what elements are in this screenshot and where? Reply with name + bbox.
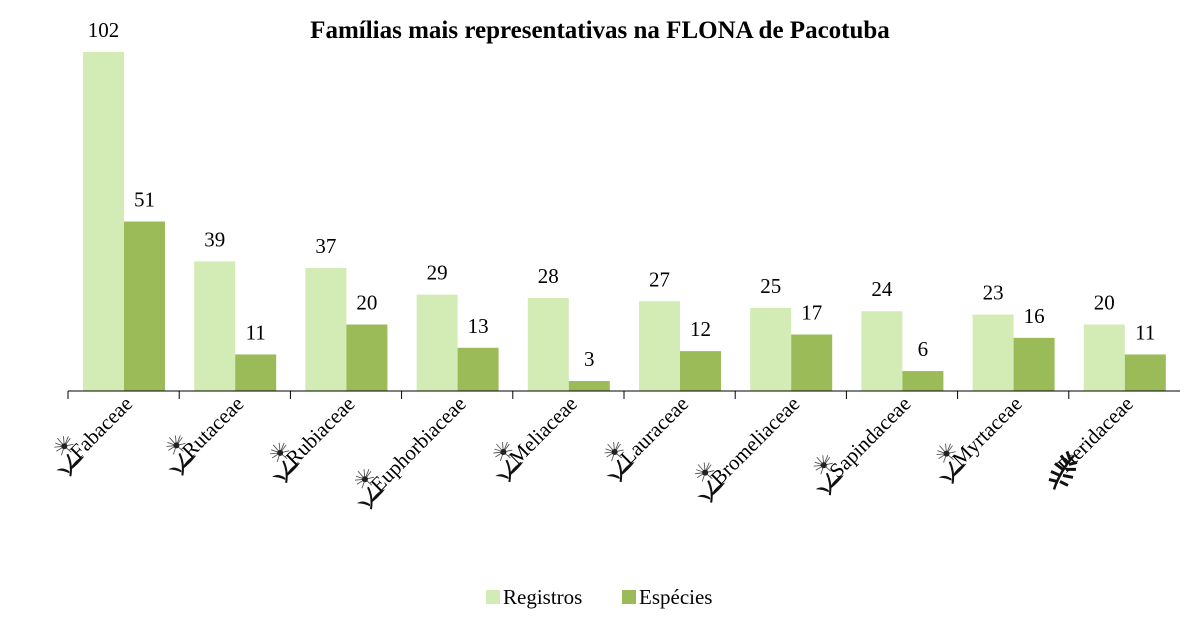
bar-espécies-pteridaceae <box>1124 354 1166 391</box>
x-tick-label: Sapindaceae <box>824 392 915 483</box>
bar-registros-fabaceae <box>83 52 124 391</box>
x-tick-label: Fabaceae <box>65 392 137 464</box>
data-label: 51 <box>134 188 155 212</box>
bar-registros-pteridaceae <box>1083 324 1125 391</box>
data-label: 12 <box>690 317 711 341</box>
bar-espécies-fabaceae <box>124 221 165 391</box>
bar-registros-rubiaceae <box>305 268 347 391</box>
bar-registros-rutaceae <box>194 261 236 391</box>
data-label: 27 <box>649 267 670 291</box>
bar-espécies-bromeliaceae <box>791 334 833 391</box>
bar-registros-bromeliaceae <box>750 307 792 391</box>
bar-registros-lauraceae <box>639 301 680 391</box>
bar-espécies-euphorbiaceae <box>457 347 499 391</box>
data-label: 6 <box>918 337 929 361</box>
data-label: 28 <box>538 264 559 288</box>
data-label: 11 <box>246 320 266 344</box>
data-label: 24 <box>871 277 893 301</box>
data-label: 20 <box>1094 291 1115 315</box>
x-tick-label: Myrtaceae <box>947 392 1027 472</box>
chart-title: Famílias mais representativas na FLONA d… <box>310 17 890 44</box>
x-tick-label: Bromeliaceae <box>706 392 805 491</box>
x-tick-label: Lauraceae <box>615 392 693 470</box>
bar-espécies-lauraceae <box>680 351 721 391</box>
data-label: 102 <box>88 18 120 42</box>
bar-espécies-rutaceae <box>235 354 277 391</box>
x-tick-label: Meliaceae <box>504 392 582 470</box>
data-label: 16 <box>1024 304 1045 328</box>
data-label: 39 <box>204 227 225 251</box>
data-label: 25 <box>760 274 781 298</box>
bar-espécies-sapindaceae <box>902 371 944 391</box>
data-label: 23 <box>983 281 1004 305</box>
data-label: 37 <box>315 234 336 258</box>
legend-label: Registros <box>503 585 582 609</box>
x-tick-label: Pteridaceae <box>1053 392 1138 477</box>
x-tick-label: Euphorbiaceae <box>366 392 471 497</box>
bar-registros-euphorbiaceae <box>416 294 458 391</box>
data-label: 17 <box>801 301 822 325</box>
bar-espécies-rubiaceae <box>346 324 388 391</box>
legend: Registros Espécies <box>486 585 712 609</box>
x-tick-label: Rubiaceae <box>281 392 360 471</box>
data-label: 13 <box>468 314 489 338</box>
legend-swatch <box>622 590 636 604</box>
data-label: 29 <box>427 261 448 285</box>
legend-label: Espécies <box>639 585 712 609</box>
bar-registros-myrtaceae <box>972 314 1014 391</box>
legend-swatch <box>486 590 500 604</box>
bar-registros-sapindaceae <box>861 311 903 391</box>
fern-icon <box>1047 449 1079 491</box>
data-label: 11 <box>1135 320 1155 344</box>
x-tick-label: Rutaceae <box>177 392 248 463</box>
bar-espécies-myrtaceae <box>1013 337 1055 391</box>
bar-registros-meliaceae <box>527 297 569 391</box>
bar-espécies-meliaceae <box>568 381 610 391</box>
data-label: 20 <box>356 291 377 315</box>
data-label: 3 <box>584 347 595 371</box>
